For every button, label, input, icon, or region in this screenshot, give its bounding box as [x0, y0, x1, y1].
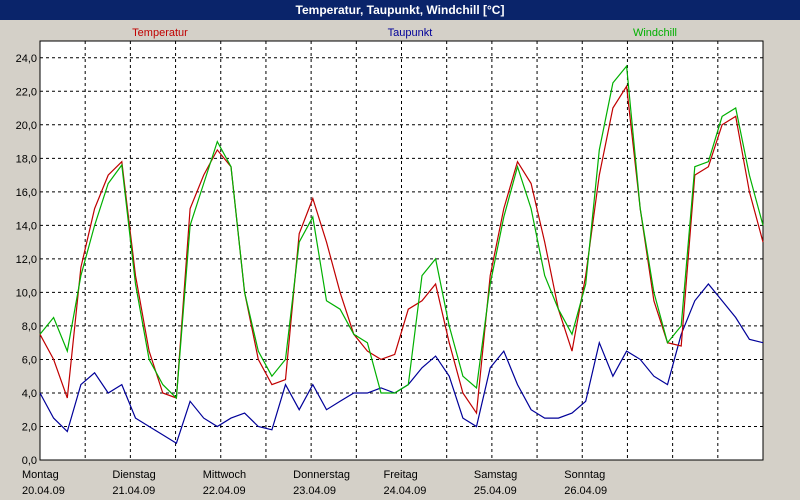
x-tick-date: 20.04.09 — [22, 485, 65, 497]
y-tick-label: 24,0 — [16, 53, 37, 65]
y-tick-label: 4,0 — [22, 388, 37, 400]
legend-label-temperatur: Temperatur — [132, 27, 188, 39]
series-line-windchill — [39, 64, 764, 400]
chart: 0,0 2,0 4,0 6,0 8,0 10,0 12,0 14,0 16,0 18,0 20,0 2… — [16, 27, 764, 497]
y-tick-label: 10,0 — [16, 287, 37, 299]
x-tick-date: 23.04.09 — [293, 485, 336, 497]
x-tick-date: 25.04.09 — [474, 485, 517, 497]
window-title-bar: Temperatur, Taupunkt, Windchill [°C] — [0, 0, 800, 20]
window-title: Temperatur, Taupunkt, Windchill [°C] — [295, 3, 505, 17]
y-tick-label: 16,0 — [16, 187, 37, 199]
legend-label-taupunkt: Taupunkt — [388, 27, 433, 39]
x-tick-date: 22.04.09 — [203, 485, 246, 497]
y-tick-label: 8,0 — [22, 321, 37, 333]
x-tick-day: Mittwoch — [203, 469, 246, 481]
x-tick-day: Sonntag — [564, 469, 605, 481]
y-tick-label: 2,0 — [22, 421, 37, 433]
x-tick-day: Samstag — [474, 469, 517, 481]
y-tick-label: 14,0 — [16, 220, 37, 232]
y-tick-label: 12,0 — [16, 254, 37, 266]
y-tick-label: 18,0 — [16, 153, 37, 165]
x-tick-date: 26.04.09 — [564, 485, 607, 497]
x-tick-day: Dienstag — [112, 469, 155, 481]
x-tick-date: 24.04.09 — [384, 485, 427, 497]
y-tick-label: 22,0 — [16, 86, 37, 98]
legend-label-windchill: Windchill — [633, 27, 677, 39]
x-tick-day: Freitag — [384, 469, 418, 481]
y-tick-label: 20,0 — [16, 120, 37, 132]
x-tick-day: Donnerstag — [293, 469, 350, 481]
x-tick-day: Montag — [22, 469, 59, 481]
x-tick-date: 21.04.09 — [112, 485, 155, 497]
y-tick-label: 6,0 — [22, 354, 37, 366]
y-tick-label: 0,0 — [22, 455, 37, 467]
